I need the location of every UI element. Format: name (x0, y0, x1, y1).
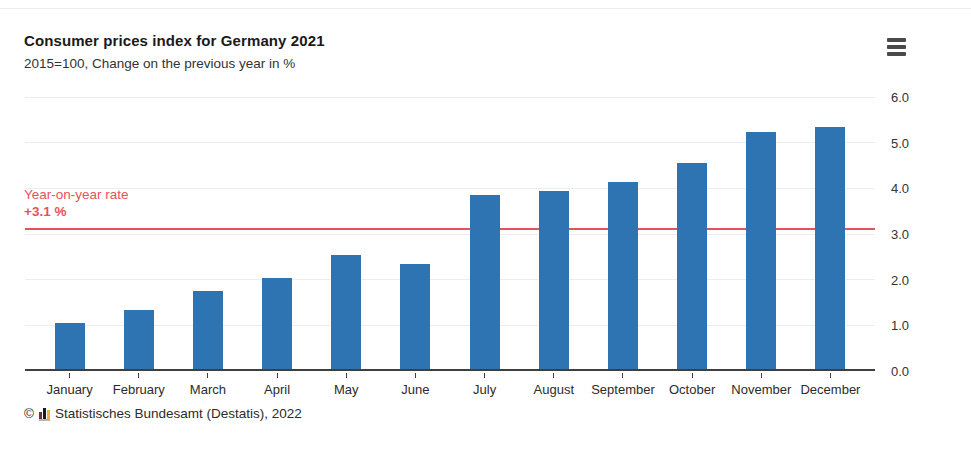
x-tick (692, 373, 693, 378)
bar-cell (796, 97, 865, 369)
month-cell: October (658, 373, 727, 397)
x-tick-label: October (658, 382, 727, 397)
x-tick-label: March (173, 382, 242, 397)
x-tick-label: July (450, 382, 519, 397)
x-tick-label: June (381, 382, 450, 397)
bar-march[interactable] (193, 291, 223, 369)
x-tick (207, 373, 208, 378)
x-tick-label: January (35, 382, 104, 397)
month-cell: June (381, 373, 450, 397)
month-cell: November (727, 373, 796, 397)
x-tick-label: February (104, 382, 173, 397)
menu-bar (887, 38, 906, 42)
bar-cell (450, 97, 519, 369)
x-tick (346, 373, 347, 378)
month-cell: February (104, 373, 173, 397)
bar-cell (588, 97, 657, 369)
x-tick-label: November (727, 382, 796, 397)
chart-card: Consumer prices index for Germany 2021 2… (0, 0, 971, 449)
month-cell: September (588, 373, 657, 397)
y-tick-label: 6.0 (891, 90, 909, 105)
x-tick-label: September (588, 382, 657, 397)
bar-june[interactable] (400, 264, 430, 369)
hamburger-menu-icon[interactable] (887, 38, 907, 58)
month-cell: April (243, 373, 312, 397)
bar-cell (243, 97, 312, 369)
reference-line-label: Year-on-year rate +3.1 % (24, 187, 129, 221)
bar-july[interactable] (470, 195, 500, 369)
x-tick (622, 373, 623, 378)
x-tick-label: December (796, 382, 865, 397)
plot-area: Year-on-year rate +3.1 % (25, 97, 875, 371)
y-axis-labels: 0.01.02.03.04.05.06.0 (891, 97, 931, 371)
x-tick (484, 373, 485, 378)
y-tick-label: 2.0 (891, 272, 909, 287)
bar-august[interactable] (539, 191, 569, 369)
month-cell: August (519, 373, 588, 397)
bar-november[interactable] (746, 132, 776, 369)
month-cell: July (450, 373, 519, 397)
source-text: Statistisches Bundesamt (Destatis), 2022 (55, 406, 302, 421)
x-tick (415, 373, 416, 378)
bar-april[interactable] (262, 278, 292, 369)
bar-february[interactable] (124, 310, 154, 369)
month-cell: December (796, 373, 865, 397)
bar-december[interactable] (815, 127, 845, 369)
x-tick (830, 373, 831, 378)
source-note: © Statistisches Bundesamt (Destatis), 20… (24, 406, 302, 421)
menu-bar (887, 52, 906, 56)
month-cell: May (312, 373, 381, 397)
chart-title: Consumer prices index for Germany 2021 (24, 32, 325, 49)
y-tick-label: 5.0 (891, 135, 909, 150)
bar-cell (727, 97, 796, 369)
x-tick (761, 373, 762, 378)
x-tick (138, 373, 139, 378)
reference-value-text: +3.1 % (24, 204, 129, 221)
chart-subtitle: 2015=100, Change on the previous year in… (24, 56, 295, 71)
bars-row (25, 97, 875, 369)
y-tick-label: 3.0 (891, 227, 909, 242)
month-cell: March (173, 373, 242, 397)
bar-october[interactable] (677, 163, 707, 369)
month-cell: January (35, 373, 104, 397)
x-tick-label: August (519, 382, 588, 397)
top-divider (0, 8, 971, 9)
bar-cell (658, 97, 727, 369)
bar-january[interactable] (55, 323, 85, 369)
y-tick-label: 1.0 (891, 318, 909, 333)
bar-cell (381, 97, 450, 369)
bar-cell (104, 97, 173, 369)
copyright-symbol: © (24, 406, 34, 421)
bar-may[interactable] (331, 255, 361, 369)
x-tick-label: April (243, 382, 312, 397)
y-tick-label: 4.0 (891, 181, 909, 196)
x-tick (553, 373, 554, 378)
x-tick (69, 373, 70, 378)
bar-cell (173, 97, 242, 369)
y-tick-label: 0.0 (891, 364, 909, 379)
bar-cell (312, 97, 381, 369)
bar-september[interactable] (608, 182, 638, 369)
x-axis-labels: JanuaryFebruaryMarchAprilMayJuneJulyAugu… (25, 373, 875, 397)
x-tick (277, 373, 278, 378)
menu-bar (887, 45, 906, 49)
bar-cell (519, 97, 588, 369)
reference-label-text: Year-on-year rate (24, 187, 129, 204)
bar-cell (35, 97, 104, 369)
destatis-bar-logo-icon (39, 407, 50, 421)
x-tick-label: May (312, 382, 381, 397)
